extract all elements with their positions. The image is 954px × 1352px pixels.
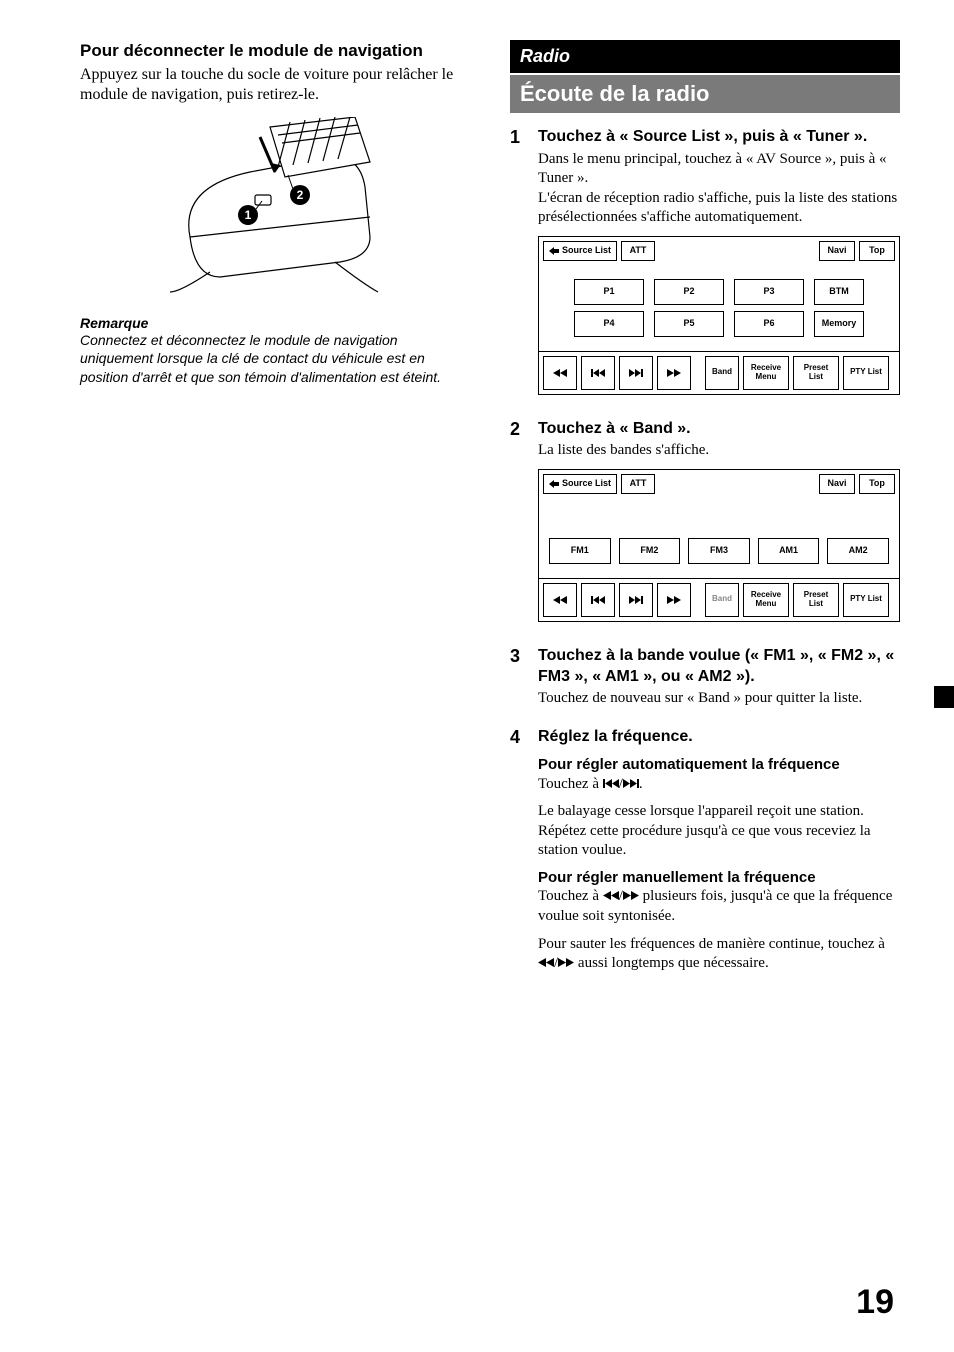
preset-p2[interactable]: P2 [654,279,724,305]
btn-receive-menu[interactable]: Receive Menu [743,356,789,390]
label: Source List [562,246,611,256]
btn-pty-list[interactable]: PTY List [843,583,889,617]
band-fm2[interactable]: FM2 [619,538,681,564]
band-fm3[interactable]: FM3 [688,538,750,564]
manual-tune-p1: Touchez à / plusieurs fois, jusqu'à ce q… [538,887,900,926]
next-track-icon [629,369,643,377]
step-2-title: Touchez à « Band ». [538,419,900,440]
btn-preset-list[interactable]: Preset List [793,583,839,617]
manual-tune-p2: Pour sauter les fréquences de manière co… [538,935,900,974]
step-1-num: 1 [510,127,528,409]
btn-band[interactable]: Band [705,356,739,390]
ffwd-icon [667,596,681,604]
btn-prev[interactable] [581,356,615,390]
step-2-num: 2 [510,419,528,636]
auto-tune-touch: Touchez à /. [538,775,900,795]
tuner-screen-presets: Source List ATT Navi Top P1 P2 P3 BTM P4… [538,236,900,395]
btn-band[interactable]: Band [705,583,739,617]
left-paragraph: Appuyez sur la touche du socle de voitur… [80,65,470,105]
text: Touchez à [538,889,603,905]
step-4-num: 4 [510,727,528,982]
step-2: 2 Touchez à « Band ». La liste des bande… [510,419,900,636]
preset-p5[interactable]: P5 [654,311,724,337]
left-heading: Pour déconnecter le module de navigation [80,40,470,61]
auto-tune-heading: Pour régler automatiquement la fréquence [538,756,900,775]
btn-top[interactable]: Top [859,241,895,261]
btn-att[interactable]: ATT [621,474,655,494]
btn-next[interactable] [619,356,653,390]
svg-text:1: 1 [245,208,252,222]
preset-p6[interactable]: P6 [734,311,804,337]
page-number: 19 [856,1283,894,1322]
prev-track-icon [591,369,605,377]
rewind-icon [603,891,619,900]
manual-tune-heading: Pour régler manuellement la fréquence [538,869,900,888]
btn-navi[interactable]: Navi [819,474,855,494]
btn-seek-back[interactable] [543,583,577,617]
btn-pty-list[interactable]: PTY List [843,356,889,390]
btn-source-list[interactable]: Source List [543,241,617,261]
band-am2[interactable]: AM2 [827,538,889,564]
btn-seek-fwd[interactable] [657,583,691,617]
step-4: 4 Réglez la fréquence. Pour régler autom… [510,727,900,982]
text: . [639,776,643,792]
btn-btm[interactable]: BTM [814,279,864,305]
dock-illustration: 1 2 [160,117,390,297]
text: Pour sauter les fréquences de manière co… [538,936,885,952]
band-am1[interactable]: AM1 [758,538,820,564]
step-1-title: Touchez à « Source List », puis à « Tune… [538,127,900,148]
btn-next[interactable] [619,583,653,617]
preset-p1[interactable]: P1 [574,279,644,305]
btn-seek-fwd[interactable] [657,356,691,390]
step-2-para: La liste des bandes s'affiche. [538,441,900,461]
prev-track-icon [603,779,619,788]
step-1-para: Dans le menu principal, touchez à « AV S… [538,150,900,228]
back-arrow-icon [549,480,559,488]
btn-top[interactable]: Top [859,474,895,494]
btn-prev[interactable] [581,583,615,617]
step-3-title: Touchez à la bande voulue (« FM1 », « FM… [538,646,900,688]
btn-preset-list[interactable]: Preset List [793,356,839,390]
section-radio: Radio [510,40,900,73]
next-track-icon [629,596,643,604]
back-arrow-icon [549,247,559,255]
step-3-para: Touchez de nouveau sur « Band » pour qui… [538,689,900,709]
rewind-icon [553,369,567,377]
step-3: 3 Touchez à la bande voulue (« FM1 », « … [510,646,900,717]
page-edge-tab [934,686,954,708]
btn-source-list[interactable]: Source List [543,474,617,494]
rewind-icon [553,596,567,604]
band-fm1[interactable]: FM1 [549,538,611,564]
btn-att[interactable]: ATT [621,241,655,261]
section-ecoute: Écoute de la radio [510,75,900,113]
remarque-label: Remarque [80,315,470,331]
tuner-screen-bands: Source List ATT Navi Top FM1 FM2 FM3 AM1… [538,469,900,622]
ffwd-icon [558,958,574,967]
preset-p4[interactable]: P4 [574,311,644,337]
remarque-body: Connectez et déconnectez le module de na… [80,331,470,386]
btn-seek-back[interactable] [543,356,577,390]
ffwd-icon [667,369,681,377]
preset-p3[interactable]: P3 [734,279,804,305]
label: Source List [562,479,611,489]
btn-receive-menu[interactable]: Receive Menu [743,583,789,617]
step-4-title: Réglez la fréquence. [538,727,900,748]
ffwd-icon [623,891,639,900]
next-track-icon [623,779,639,788]
text: aussi longtemps que nécessaire. [574,955,769,971]
btn-navi[interactable]: Navi [819,241,855,261]
text: Touchez à [538,776,603,792]
btn-memory[interactable]: Memory [814,311,864,337]
prev-track-icon [591,596,605,604]
auto-tune-body: Le balayage cesse lorsque l'appareil reç… [538,802,900,861]
step-3-num: 3 [510,646,528,717]
step-1: 1 Touchez à « Source List », puis à « Tu… [510,127,900,409]
rewind-icon [538,958,554,967]
svg-text:2: 2 [297,188,304,202]
